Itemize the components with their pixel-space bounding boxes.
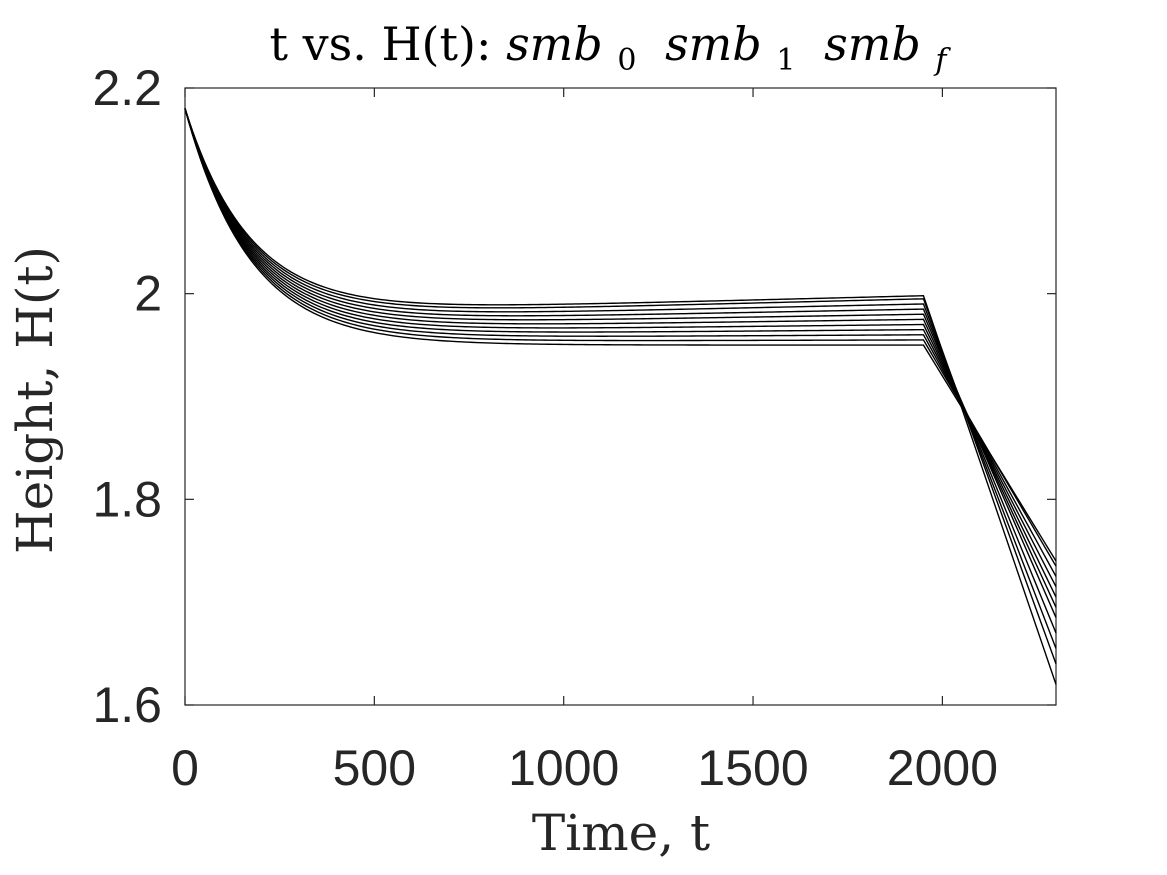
x-tick-label-0: 0 <box>171 740 199 796</box>
x-axis-label: Time, t <box>532 804 710 862</box>
series-line-9 <box>184 108 1057 665</box>
series-line-0 <box>184 108 1057 562</box>
y-tick-label-0: 1.6 <box>92 677 162 733</box>
chart-title-prefix: t vs. H(t): <box>270 17 507 71</box>
chart-title-term-2-sub: f <box>933 43 951 78</box>
chart-title-term-0-sub: 0 <box>617 43 636 78</box>
chart-title-term-2-base: smb <box>824 17 921 71</box>
y-tick-labels: 1.6 1.8 2 2.2 <box>92 60 162 733</box>
tick-marks <box>184 87 1056 706</box>
x-tick-label-4: 2000 <box>887 740 998 796</box>
x-tick-label-2: 1000 <box>508 740 619 796</box>
series-line-5 <box>184 108 1057 608</box>
chart-title-term-1-sub: 1 <box>776 43 795 78</box>
y-tick-label-1: 1.8 <box>92 471 162 527</box>
y-tick-label-2: 2 <box>134 266 162 322</box>
y-tick-label-3: 2.2 <box>92 60 162 116</box>
series-line-3 <box>184 108 1057 588</box>
chart-title-term-1-base: smb <box>665 17 762 71</box>
series-group <box>184 108 1057 685</box>
series-line-1 <box>184 108 1057 567</box>
series-line-2 <box>184 108 1057 577</box>
y-axis-label: Height, H(t) <box>6 246 64 554</box>
series-line-10 <box>184 108 1057 685</box>
chart-title: t vs. H(t): smb 0 smb 1 smb f <box>270 17 952 81</box>
plot-area-frame <box>184 87 1057 706</box>
series-line-8 <box>184 108 1057 649</box>
series-line-6 <box>184 108 1057 618</box>
chart-title-term-0-base: smb <box>506 17 603 71</box>
x-tick-label-3: 1500 <box>697 740 808 796</box>
x-tick-label-1: 500 <box>333 740 416 796</box>
series-line-7 <box>184 108 1057 634</box>
x-tick-labels: 0 500 1000 1500 2000 <box>171 740 998 796</box>
series-line-4 <box>184 108 1057 598</box>
